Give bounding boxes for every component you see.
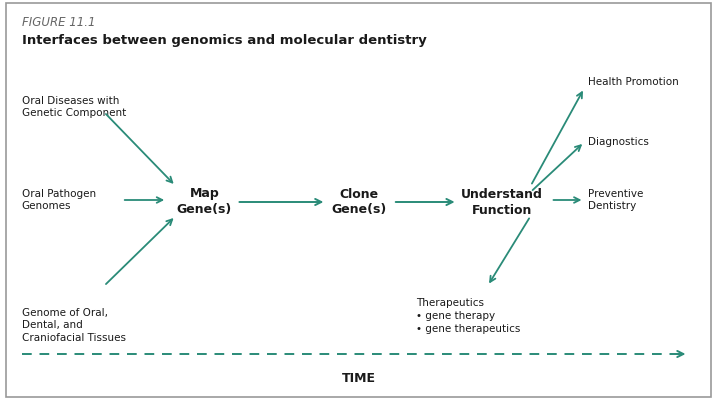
Text: Diagnostics: Diagnostics [588, 137, 649, 147]
Text: Therapeutics
• gene therapy
• gene therapeutics: Therapeutics • gene therapy • gene thera… [416, 298, 521, 334]
Text: TIME: TIME [341, 372, 376, 385]
Text: FIGURE 11.1: FIGURE 11.1 [22, 16, 95, 29]
Text: Oral Diseases with
Genetic Component: Oral Diseases with Genetic Component [22, 96, 125, 118]
Text: Understand
Function: Understand Function [461, 188, 543, 216]
Text: Oral Pathogen
Genomes: Oral Pathogen Genomes [22, 189, 95, 211]
Text: Preventive
Dentistry: Preventive Dentistry [588, 189, 643, 211]
Text: Health Promotion: Health Promotion [588, 77, 679, 87]
Text: Genome of Oral,
Dental, and
Craniofacial Tissues: Genome of Oral, Dental, and Craniofacial… [22, 308, 125, 343]
Text: Clone
Gene(s): Clone Gene(s) [331, 188, 386, 216]
Text: Interfaces between genomics and molecular dentistry: Interfaces between genomics and molecula… [22, 34, 427, 47]
Text: Map
Gene(s): Map Gene(s) [176, 188, 232, 216]
